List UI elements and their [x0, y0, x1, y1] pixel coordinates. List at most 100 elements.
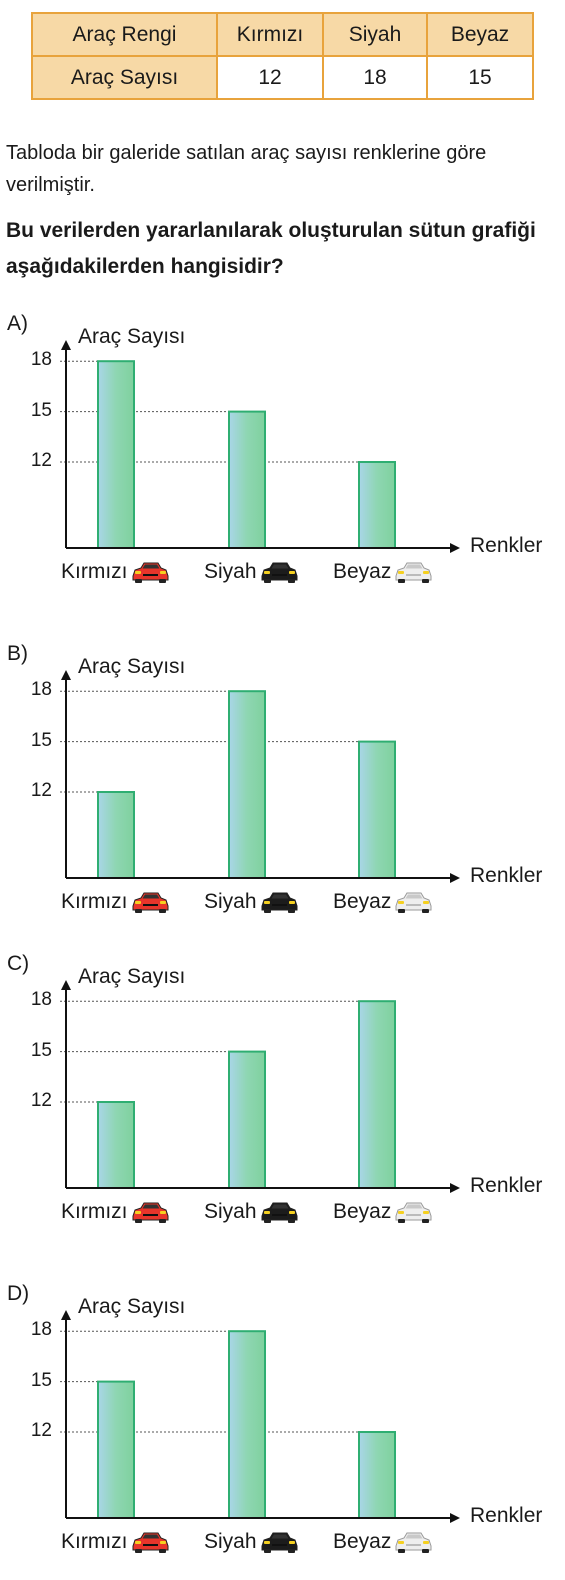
answer-option-chart[interactable]: B) Araç Sayısı Renkler 12 15 18 Kırmızı Siyah Be… — [0, 640, 565, 940]
category-label-text: Kırmızı — [61, 1200, 128, 1223]
question-prompt: Bu verilerden yararlanılarak oluşturulan… — [6, 219, 536, 278]
question-text: Tabloda bir galeride satılan araç sayısı… — [6, 142, 487, 196]
category-label: Siyah — [204, 560, 300, 584]
car-icon — [395, 1532, 432, 1553]
bar-chart — [60, 340, 460, 553]
y-axis-title: Araç Sayısı — [78, 1295, 186, 1318]
car-icon — [395, 1202, 432, 1223]
table-header-label: Araç Rengi — [31, 12, 218, 57]
x-axis-arrow — [450, 543, 460, 553]
y-tick-label: 18 — [30, 349, 52, 371]
y-tick-label: 15 — [30, 1039, 52, 1061]
bar — [358, 740, 396, 879]
car-icon — [261, 1532, 298, 1553]
table-value-cell: 12 — [216, 55, 324, 100]
category-label: Beyaz — [333, 1200, 434, 1224]
category-label: Kırmızı — [61, 890, 171, 914]
y-tick-label: 12 — [30, 1420, 52, 1441]
category-label: Siyah — [204, 890, 300, 914]
table-header-row: Araç Rengi Kırmızı Siyah Beyaz — [31, 12, 534, 57]
bar — [97, 360, 135, 550]
x-axis-title: Renkler — [470, 534, 543, 557]
option-letter: B) — [7, 642, 28, 665]
y-tick-label: 12 — [30, 780, 52, 801]
category-label-text: Siyah — [204, 560, 257, 583]
table-value-cell: 15 — [426, 55, 534, 100]
y-axis-arrow — [61, 670, 71, 680]
category-label-text: Kırmızı — [61, 890, 128, 913]
bar — [228, 1330, 266, 1520]
category-label-text: Siyah — [204, 1200, 257, 1223]
category-label-text: Beyaz — [333, 560, 392, 583]
answer-option-chart[interactable]: D) Araç Sayısı Renkler 12 15 18 Kırmızı Siyah Be… — [0, 1280, 565, 1580]
table-category-cell: Kırmızı — [216, 12, 324, 57]
category-label: Siyah — [204, 1200, 300, 1224]
y-axis-arrow — [61, 340, 71, 350]
bar — [358, 1000, 396, 1190]
x-axis-title: Renkler — [470, 864, 543, 887]
car-icon — [132, 892, 168, 913]
table-value-row: Araç Sayısı 12 18 15 — [31, 55, 534, 100]
table-category-cell: Beyaz — [426, 12, 534, 57]
x-axis-arrow — [450, 1183, 460, 1193]
bar — [97, 1380, 135, 1519]
bar — [97, 1101, 135, 1189]
answer-option-chart[interactable]: C) Araç Sayısı Renkler 12 15 18 Kırmızı Siyah Be… — [0, 950, 565, 1250]
option-letter: D) — [7, 1282, 30, 1305]
category-label-text: Siyah — [204, 890, 257, 913]
car-icon — [132, 1532, 168, 1553]
y-tick-label: 15 — [30, 1369, 52, 1391]
y-tick-label: 18 — [30, 679, 52, 701]
car-icon — [261, 562, 298, 583]
car-icon — [261, 892, 298, 913]
category-label-text: Beyaz — [333, 1530, 392, 1553]
bar-chart — [60, 670, 460, 883]
bar — [97, 791, 135, 879]
x-axis-title: Renkler — [470, 1504, 543, 1527]
car-icon — [132, 1202, 168, 1223]
data-table: Araç Rengi Kırmızı Siyah Beyaz Araç Sayı… — [31, 12, 534, 100]
y-tick-label: 18 — [30, 1319, 52, 1341]
bar — [228, 410, 266, 549]
category-label: Siyah — [204, 1530, 300, 1554]
y-axis-arrow — [61, 980, 71, 990]
option-letter: A) — [7, 312, 28, 335]
category-label-text: Siyah — [204, 1530, 257, 1553]
car-icon — [261, 1202, 298, 1223]
table-category-cell: Siyah — [322, 12, 428, 57]
y-axis-title: Araç Sayısı — [78, 325, 186, 348]
x-axis-title: Renkler — [470, 1174, 543, 1197]
table-value-cell: 18 — [322, 55, 428, 100]
table-value-label: Araç Sayısı — [31, 55, 218, 100]
car-icon — [132, 562, 168, 583]
y-tick-label: 15 — [30, 729, 52, 751]
category-label: Beyaz — [333, 560, 434, 584]
option-letter: C) — [7, 952, 30, 975]
category-label: Kırmızı — [61, 1200, 171, 1224]
car-icon — [395, 892, 432, 913]
category-label-text: Beyaz — [333, 1200, 392, 1223]
x-axis-arrow — [450, 1513, 460, 1523]
category-label-text: Kırmızı — [61, 1530, 128, 1553]
category-label: Beyaz — [333, 890, 434, 914]
category-label: Kırmızı — [61, 560, 171, 584]
bar — [228, 690, 266, 880]
bar-chart — [60, 1310, 460, 1523]
y-tick-label: 18 — [30, 989, 52, 1011]
bar-chart — [60, 980, 460, 1193]
category-label: Beyaz — [333, 1530, 434, 1554]
x-axis-arrow — [450, 873, 460, 883]
category-label-text: Beyaz — [333, 890, 392, 913]
answer-option-chart[interactable]: A) Araç Sayısı Renkler 12 15 18 Kırmızı Siyah Be… — [0, 310, 565, 610]
category-label: Kırmızı — [61, 1530, 171, 1554]
bar — [358, 1431, 396, 1519]
bar — [358, 461, 396, 549]
y-axis-title: Araç Sayısı — [78, 655, 186, 678]
car-icon — [395, 562, 432, 583]
y-axis-title: Araç Sayısı — [78, 965, 186, 988]
y-tick-label: 12 — [30, 450, 52, 471]
y-tick-label: 12 — [30, 1090, 52, 1111]
y-tick-label: 15 — [30, 399, 52, 421]
bar — [228, 1050, 266, 1189]
category-label-text: Kırmızı — [61, 560, 128, 583]
